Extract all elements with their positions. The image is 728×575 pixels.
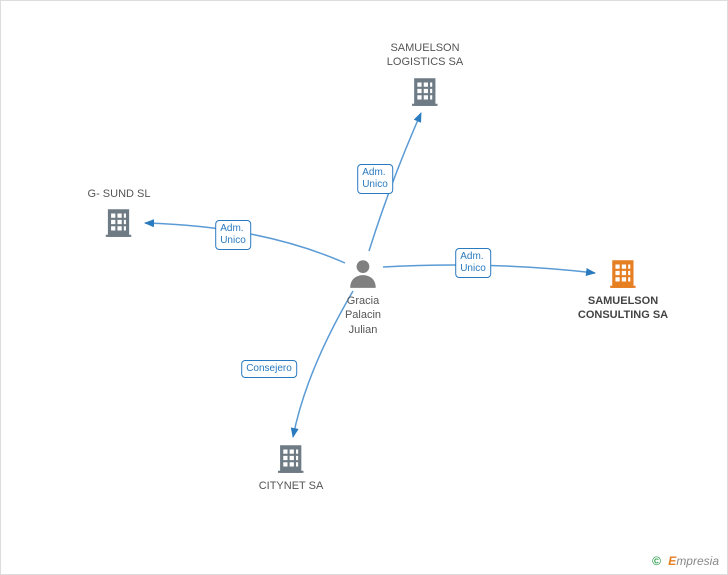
- building-icon: [102, 205, 136, 239]
- edge-label-samuelson_logistics: Adm. Unico: [357, 164, 393, 194]
- node-label: Gracia Palacin Julian: [345, 294, 381, 337]
- brand-rest: mpresia: [676, 554, 719, 568]
- copyright-symbol: ©: [652, 554, 661, 568]
- diagram-canvas: Gracia Palacin Julian SAMUELSON LOGISTICS…: [0, 0, 728, 575]
- node-person[interactable]: Gracia Palacin Julian: [345, 256, 381, 337]
- node-citynet[interactable]: CITYNET SA: [259, 441, 324, 493]
- node-gsund[interactable]: G- SUND SL: [88, 187, 151, 243]
- attribution: © Empresia: [652, 554, 719, 568]
- node-label: SAMUELSON LOGISTICS SA: [387, 41, 463, 70]
- building-icon: [408, 74, 442, 108]
- building-icon: [606, 256, 640, 290]
- node-samuelson_logistics[interactable]: SAMUELSON LOGISTICS SA: [387, 41, 463, 112]
- node-samuelson_consulting[interactable]: SAMUELSON CONSULTING SA: [578, 256, 668, 323]
- node-label: CITYNET SA: [259, 479, 324, 493]
- person-icon: [346, 256, 380, 290]
- edge-label-gsund: Adm. Unico: [215, 220, 251, 250]
- node-label: SAMUELSON CONSULTING SA: [578, 294, 668, 323]
- edge-label-samuelson_consulting: Adm. Unico: [455, 248, 491, 278]
- node-label: G- SUND SL: [88, 187, 151, 201]
- edge-label-citynet: Consejero: [241, 360, 297, 378]
- building-icon: [274, 441, 308, 475]
